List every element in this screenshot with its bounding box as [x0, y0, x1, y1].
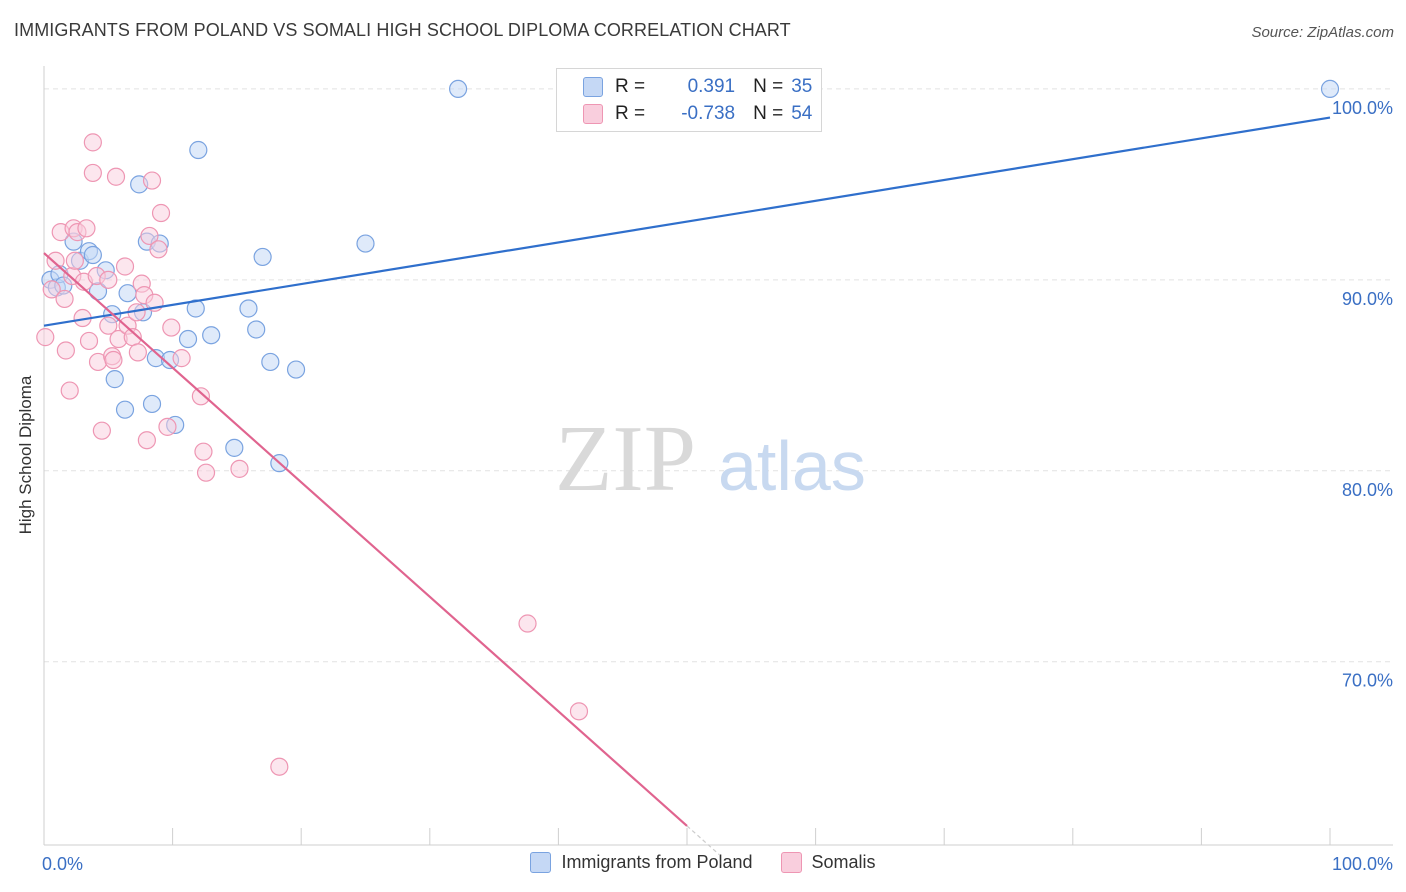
legend-row-somali: R = -0.738 N = 54 [583, 101, 812, 127]
y-tick-label: 90.0% [1342, 289, 1393, 309]
somali-point [99, 316, 118, 335]
n-label: N = [753, 76, 784, 97]
poland-legend-swatch [530, 852, 552, 873]
legend-item-poland: Immigrants from Poland [530, 852, 753, 873]
poland-swatch [583, 77, 603, 97]
somali-point [60, 381, 79, 400]
n-label: N = [753, 103, 784, 124]
somali-swatch [583, 104, 603, 124]
source-label: Source: ZipAtlas.com [1251, 24, 1394, 41]
somali-point [65, 251, 84, 270]
somali-point [55, 289, 74, 309]
somali-point [158, 417, 177, 436]
y-tick-label: 100.0% [1332, 98, 1393, 118]
watermark-zip: ZIP [555, 407, 696, 511]
x-tick-label: 0.0% [42, 854, 83, 874]
n-value-somali: 54 [791, 103, 813, 124]
somali-point [142, 171, 162, 190]
x-tick-label: 100.0% [1332, 854, 1393, 874]
axes [44, 828, 1393, 846]
somali-point [46, 251, 65, 270]
somali-point [99, 270, 118, 289]
correlation-legend: R = 0.391 N = 35 R = -0.738 N = 54 [556, 68, 822, 132]
somali-point [569, 702, 589, 721]
legend-item-somali: Somalis [780, 852, 876, 873]
watermark: ZIP atlas [555, 407, 866, 511]
poland-point [202, 326, 221, 345]
somali-point [518, 614, 537, 633]
somali-trend-line [43, 252, 688, 827]
poland-point [105, 370, 124, 389]
watermark-atlas: atlas [718, 427, 866, 505]
poland-point [225, 438, 244, 457]
somali-point [196, 463, 216, 482]
somali-point [162, 318, 181, 337]
poland-trend-line [43, 116, 1331, 327]
somali-point [115, 257, 135, 276]
somali-point [137, 431, 156, 450]
poland-point [247, 320, 266, 339]
legend-label-poland: Immigrants from Poland [561, 852, 753, 872]
somali-point [140, 226, 159, 246]
poland-point [178, 329, 198, 349]
somali-point [79, 331, 99, 351]
somali-point [83, 133, 102, 152]
somali-point [149, 240, 168, 259]
poland-point [239, 299, 258, 318]
somali-point [77, 219, 96, 238]
poland-point [115, 400, 135, 419]
somali-legend-swatch [780, 852, 802, 873]
poland-point [261, 352, 280, 372]
somali-point [36, 328, 55, 347]
poland-point [142, 394, 162, 414]
somali-point [104, 350, 123, 370]
gridlines [43, 66, 1390, 845]
n-value-poland: 35 [791, 76, 813, 97]
legend-label-somali: Somalis [811, 852, 876, 872]
somali-point [172, 349, 191, 368]
somali-point [128, 343, 147, 362]
somali-point [194, 442, 213, 461]
poland-point [189, 140, 208, 160]
somali-point [230, 459, 249, 478]
somali-point [92, 421, 111, 440]
x-tick-labels: 0.0% 100.0% [42, 854, 1393, 874]
poland-point [186, 299, 205, 318]
r-label: R = [615, 76, 646, 97]
r-value-poland: 0.391 [687, 76, 736, 97]
somali-point [270, 757, 289, 776]
chart-title: IMMIGRANTS FROM POLAND VS SOMALI HIGH SC… [14, 20, 791, 40]
r-value-somali: -0.738 [681, 103, 736, 124]
somali-point [83, 163, 102, 183]
poland-point [83, 245, 102, 265]
r-label: R = [615, 103, 646, 124]
somali-point [106, 167, 126, 186]
y-tick-labels: 70.0% 80.0% 90.0% 100.0% [1332, 98, 1393, 691]
poland-point [286, 360, 306, 379]
somali-point [151, 203, 171, 223]
poland-point [1320, 79, 1340, 99]
series-somali-points [36, 133, 589, 776]
y-tick-label: 70.0% [1342, 671, 1393, 691]
somali-trend-extension [686, 825, 720, 855]
poland-point [356, 234, 375, 253]
y-tick-label: 80.0% [1342, 480, 1393, 500]
somali-point [42, 280, 61, 299]
poland-point [253, 247, 272, 267]
poland-point [448, 79, 468, 99]
series-legend: Immigrants from Poland Somalis [0, 852, 1406, 873]
somali-point [191, 387, 210, 406]
legend-row-poland: R = 0.391 N = 35 [583, 74, 812, 100]
trend-lines [43, 116, 1331, 855]
somali-point [56, 341, 75, 360]
